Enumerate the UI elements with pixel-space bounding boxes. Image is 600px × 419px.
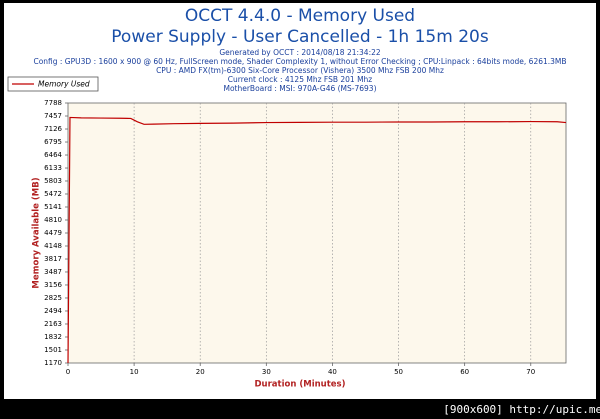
y-tick-label: 1501: [44, 346, 62, 354]
y-tick-label: 5803: [44, 177, 62, 185]
x-tick-label: 50: [394, 368, 403, 376]
x-tick-label: 20: [196, 368, 205, 376]
y-tick-label: 4479: [44, 229, 62, 237]
legend: [7, 76, 99, 92]
x-tick-label: 60: [460, 368, 469, 376]
x-tick-label: 40: [328, 368, 337, 376]
info-line: MotherBoard : MSI: 970A-G46 (MS-7693): [223, 84, 376, 93]
info-line: Current clock : 4125 Mhz FSB 201 Mhz: [228, 75, 373, 84]
legend-label: Memory Used: [38, 80, 90, 89]
watermark: [900x600] http://upic.me/: [443, 403, 600, 416]
plot-area: [67, 102, 567, 364]
y-tick-label: 6464: [44, 151, 62, 159]
chart-subtitle: Power Supply - User Cancelled - 1h 15m 2…: [111, 27, 489, 47]
y-tick-label: 2825: [44, 294, 62, 302]
y-tick-label: 1170: [44, 359, 62, 367]
x-axis-label: Duration (Minutes): [255, 380, 346, 390]
x-tick-label: 10: [130, 368, 139, 376]
y-tick-label: 4148: [44, 242, 62, 250]
y-tick-label: 7788: [44, 99, 62, 107]
y-tick-label: 1832: [44, 333, 62, 341]
y-tick-label: 7126: [44, 125, 62, 133]
info-line: Generated by OCCT : 2014/08/18 21:34:22: [219, 48, 381, 57]
y-tick-label: 3156: [44, 281, 62, 289]
y-tick-label: 6133: [44, 164, 62, 172]
chart-title: OCCT 4.4.0 - Memory Used: [185, 6, 415, 26]
info-line: Config : GPU3D : 1600 x 900 @ 60 Hz, Ful…: [33, 57, 566, 66]
y-tick-label: 6795: [44, 138, 62, 146]
watermark-box: [452, 401, 600, 419]
y-tick-label: 2494: [44, 307, 62, 315]
x-tick-label: 30: [262, 368, 271, 376]
x-tick-label: 70: [526, 368, 535, 376]
x-tick-label: 0: [66, 368, 70, 376]
y-tick-label: 5141: [44, 203, 62, 211]
y-tick-label: 2163: [44, 320, 62, 328]
y-tick-label: 3487: [44, 268, 62, 276]
y-tick-label: 7457: [44, 112, 62, 120]
y-tick-label: 3817: [44, 255, 62, 263]
y-tick-label: 5472: [44, 190, 62, 198]
y-axis-label: Memory Available (MB): [32, 177, 42, 288]
data-line: [67, 116, 567, 364]
info-line: CPU : AMD FX(tm)-6300 Six-Core Processor…: [156, 66, 444, 75]
y-tick-label: 4810: [44, 216, 62, 224]
